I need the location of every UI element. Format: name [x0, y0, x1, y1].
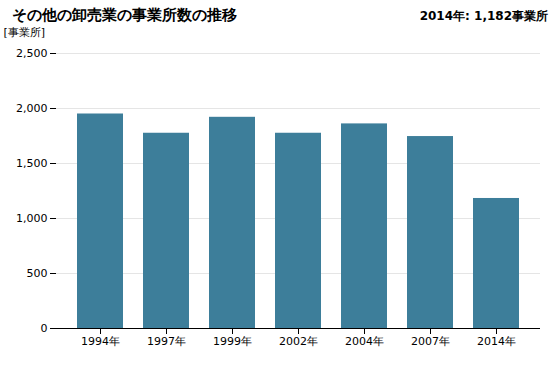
- svg-text:0: 0: [41, 322, 48, 335]
- svg-text:2,000: 2,000: [16, 102, 48, 115]
- svg-text:1999年: 1999年: [213, 335, 252, 348]
- svg-text:2007年: 2007年: [411, 335, 450, 348]
- html-text:その他の卸売業の事業所数の推移: その他の卸売業の事業所数の推移: [12, 6, 237, 24]
- svg-text:2014年: 2014年: [477, 335, 516, 348]
- svg-text:500: 500: [27, 267, 48, 280]
- svg-text:1,500: 1,500: [16, 157, 48, 170]
- svg-text:[事業所]: [事業所]: [4, 26, 46, 39]
- html-text:2014年: 1,182事業所: 2014年: 1,182事業所: [419, 9, 548, 23]
- svg-text:2002年: 2002年: [279, 335, 318, 348]
- svg-text:1,000: 1,000: [16, 212, 48, 225]
- svg-text:2,500: 2,500: [16, 47, 48, 60]
- svg-text:1994年: 1994年: [81, 335, 120, 348]
- svg-text:1997年: 1997年: [147, 335, 186, 348]
- svg-text:2004年: 2004年: [345, 335, 384, 348]
